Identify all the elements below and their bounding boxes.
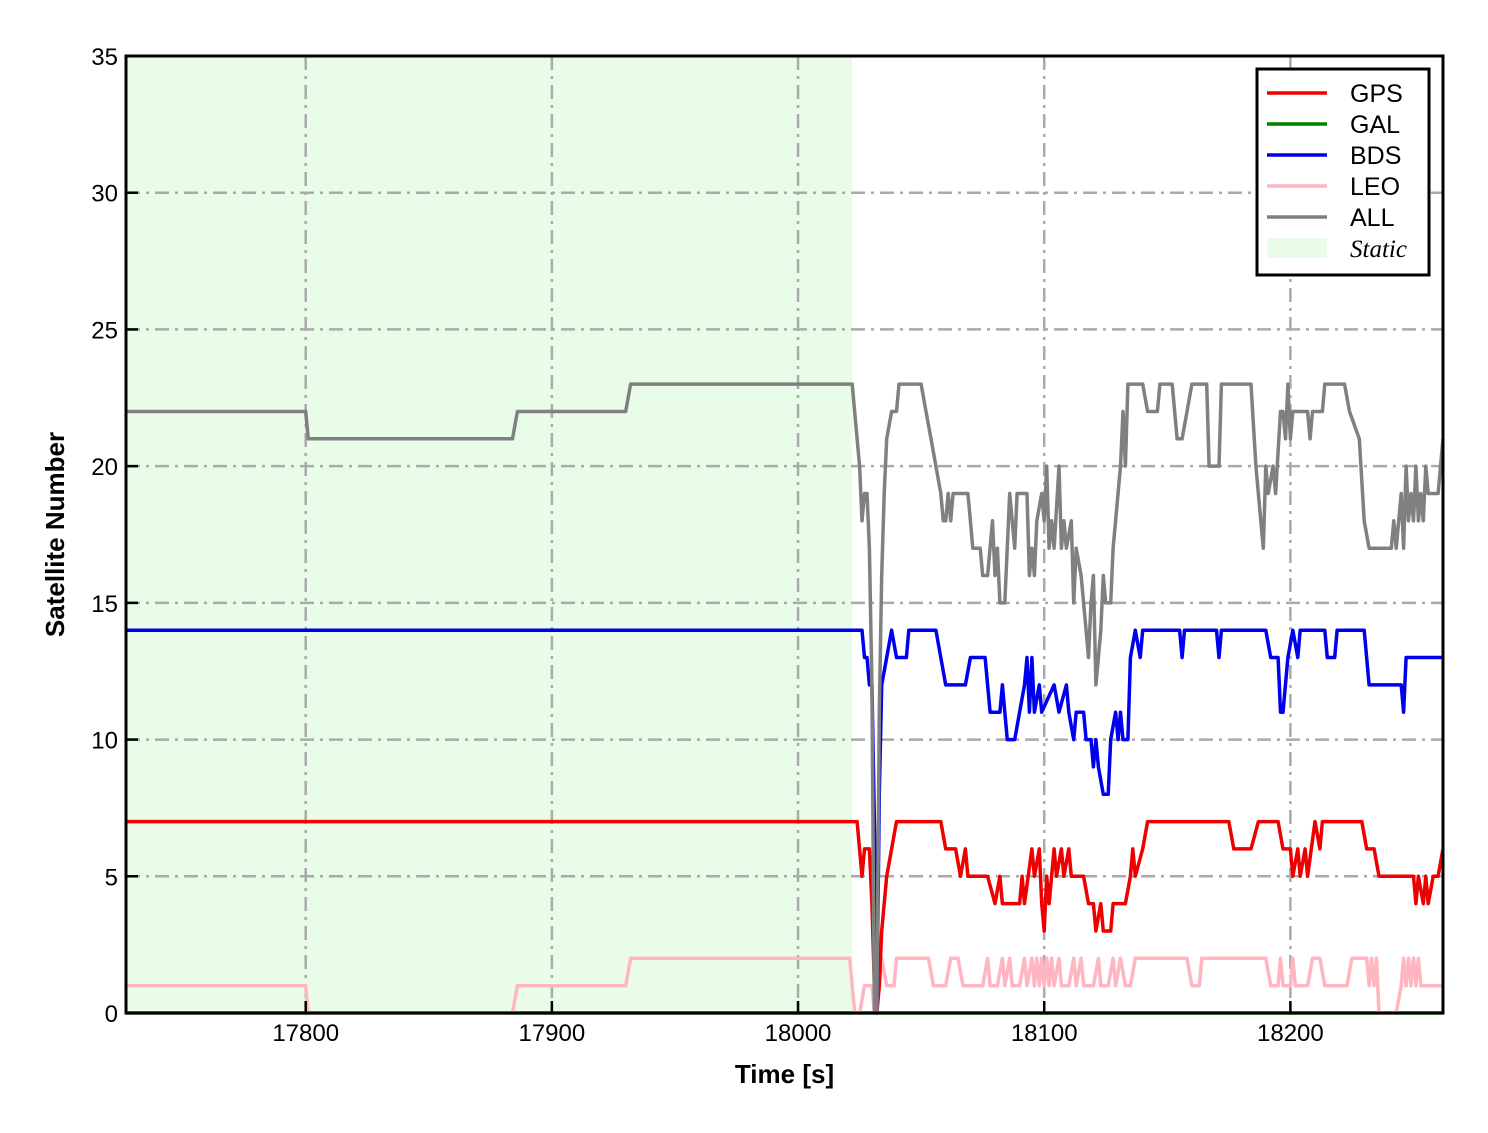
y-tick-label: 35 [91, 44, 118, 71]
series-line-bds [126, 628, 1443, 1015]
legend-label-all: ALL [1350, 204, 1395, 232]
y-tick-label: 5 [105, 864, 118, 891]
shaded-region-layer [126, 56, 853, 1013]
y-axis-title: Satellite Number [40, 432, 70, 637]
series-line-gps [126, 819, 1445, 1015]
legend-label-leo: LEO [1350, 173, 1400, 201]
legend-label-static: Static [1350, 236, 1407, 263]
y-tick-label: 15 [91, 591, 118, 618]
x-tick-label: 18000 [765, 1020, 832, 1047]
series-line-all [126, 382, 1445, 1015]
legend-label-gps: GPS [1350, 80, 1403, 108]
y-tick-label: 10 [91, 728, 118, 755]
y-tick-label: 30 [91, 181, 118, 208]
legend-label-gal: GAL [1350, 111, 1400, 139]
x-axis-title: Time [s] [735, 1059, 834, 1089]
legend: GPS GAL BDS LEO ALL Static [1255, 67, 1431, 277]
tick-layer: 17800 17900 18000 18100 18200 0 5 10 15 20 25 30 35 [91, 44, 1323, 1047]
legend-swatch-static [1267, 238, 1327, 258]
shaded-region-static [126, 56, 853, 1013]
y-tick-label: 0 [105, 1001, 118, 1028]
x-tick-label: 17800 [272, 1020, 339, 1047]
grid-layer [126, 56, 1443, 1013]
x-tick-label: 18200 [1257, 1020, 1324, 1047]
y-tick-label: 25 [91, 317, 118, 344]
series-line-leo [126, 956, 1443, 1015]
plot-frame [124, 54, 1445, 1015]
x-tick-label: 17900 [518, 1020, 585, 1047]
y-tick-label: 20 [91, 454, 118, 481]
legend-label-bds: BDS [1350, 142, 1401, 170]
x-tick-label: 18100 [1011, 1020, 1078, 1047]
